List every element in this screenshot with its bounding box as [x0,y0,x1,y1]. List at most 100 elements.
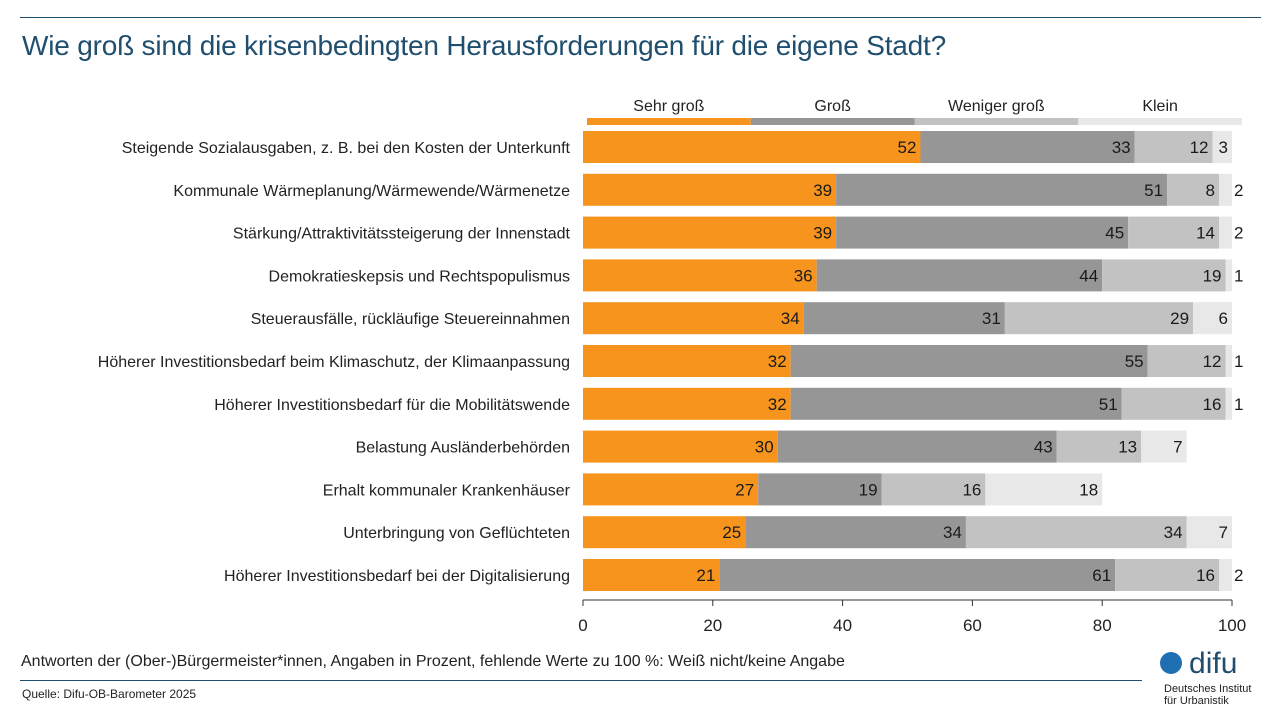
data-label-weniger-gro: 12 [1203,352,1222,371]
category-label: Demokratieskepsis und Rechtspopulismus [269,268,570,285]
difu-logo: difu Deutsches Institut für Urbanistik [1160,643,1270,713]
bar-klein [1225,345,1232,377]
bar-sehr-gro [583,473,759,506]
data-label-weniger-gro: 16 [1203,395,1222,414]
bar-gro [777,430,1057,463]
category-label: Stärkung/Attraktivitätssteigerung der In… [233,226,571,243]
bar-weniger-gro [1004,302,1194,335]
bar-gro [790,345,1148,377]
bar-sehr-gro [583,216,837,249]
bar-klein [1219,173,1232,206]
bar-sehr-gro [583,259,817,292]
bar-gro [920,131,1135,163]
data-label-weniger-gro: 34 [1164,523,1183,542]
category-label: Höherer Investitionsbedarf beim Klimasch… [98,354,570,371]
bar-gro [719,559,1116,591]
bar-weniger-gro [1147,345,1226,377]
bar-sehr-gro [583,302,804,335]
bar-klein [1225,259,1232,292]
data-label-weniger-gro: 8 [1206,181,1215,200]
legend-swatch-sehr-gro [587,118,751,125]
data-label-weniger-gro: 14 [1196,224,1215,243]
data-label-klein: 7 [1173,438,1182,457]
x-tick-label: 20 [703,616,722,635]
data-label-klein: 2 [1234,224,1243,243]
data-label-weniger-gro: 16 [1196,566,1215,585]
data-label-sehr-gro: 27 [735,480,754,499]
data-label-sehr-gro: 36 [794,266,813,285]
bar-klein [1219,216,1232,249]
category-label: Höherer Investitionsbedarf für die Mobil… [214,397,570,414]
bar-gro [790,387,1122,420]
legend-label-sehr-gro: Sehr groß [633,98,704,115]
data-label-sehr-gro: 39 [813,224,832,243]
bar-weniger-gro [1167,173,1220,206]
bar-weniger-gro [965,516,1187,549]
data-label-weniger-gro: 12 [1190,138,1209,157]
bar-weniger-gro [1056,430,1142,463]
legend-label-weniger-gro: Weniger groß [948,98,1045,115]
data-label-gro: 19 [859,480,878,499]
x-tick-label: 100 [1218,616,1246,635]
bar-sehr-gro [583,516,746,549]
data-label-gro: 33 [1112,138,1131,157]
category-label: Belastung Ausländerbehörden [356,440,570,457]
bar-sehr-gro [583,345,791,377]
data-label-gro: 45 [1105,224,1124,243]
logo-text: Deutsches Institut für Urbanistik [1164,683,1251,707]
data-label-sehr-gro: 32 [768,352,787,371]
data-label-gro: 31 [982,309,1001,328]
data-label-weniger-gro: 29 [1170,309,1189,328]
footnote: Antworten der (Ober-)Bürgermeister*innen… [21,653,845,670]
bar-klein [1212,131,1232,163]
bar-gro [836,216,1129,249]
x-tick-label: 40 [833,616,852,635]
bar-gro [836,173,1168,206]
bar-klein [1225,387,1232,420]
category-label: Steuerausfälle, rückläufige Steuereinnah… [251,311,570,328]
x-tick-label: 80 [1093,616,1112,635]
data-label-klein: 6 [1219,309,1228,328]
legend-swatch-weniger-gro [914,118,1079,125]
bar-weniger-gro [1115,559,1220,591]
legend-label-klein: Klein [1142,98,1178,115]
bar-sehr-gro [583,131,921,163]
bar-klein [1219,559,1232,591]
bar-klein [1141,430,1187,463]
data-label-klein: 3 [1219,138,1228,157]
bar-sehr-gro [583,559,720,591]
x-tick-label: 0 [578,616,587,635]
legend-swatch-klein [1078,118,1242,125]
data-label-sehr-gro: 21 [696,566,715,585]
bottom-rule [20,680,1142,681]
data-label-sehr-gro: 39 [813,181,832,200]
bar-gro [758,473,882,506]
bar-sehr-gro [583,430,778,463]
data-label-klein: 18 [1079,480,1098,499]
data-label-klein: 1 [1234,395,1243,414]
data-label-gro: 61 [1092,566,1111,585]
bar-weniger-gro [1121,387,1226,420]
logo-dot-icon [1160,652,1182,674]
data-label-weniger-gro: 19 [1203,266,1222,285]
bar-sehr-gro [583,387,791,420]
data-label-gro: 51 [1099,395,1118,414]
category-label: Steigende Sozialausgaben, z. B. bei den … [122,140,571,157]
data-label-klein: 1 [1234,266,1243,285]
legend-label-gro: Groß [814,98,851,115]
bar-klein [985,473,1103,506]
data-label-weniger-gro: 13 [1118,438,1137,457]
source-note: Quelle: Difu-OB-Barometer 2025 [22,687,197,701]
bar-gro [745,516,966,549]
data-label-klein: 7 [1219,523,1228,542]
logo-wordmark: difu [1189,647,1238,680]
x-tick-label: 60 [963,616,982,635]
data-label-gro: 43 [1034,438,1053,457]
logo-line-1: Deutsches Institut [1164,683,1252,695]
bar-weniger-gro [1102,259,1226,292]
bar-klein [1186,516,1232,549]
category-label: Kommunale Wärmeplanung/Wärmewende/Wärmen… [173,183,570,200]
data-label-gro: 34 [943,523,962,542]
category-label: Höherer Investitionsbedarf bei der Digit… [224,568,570,585]
